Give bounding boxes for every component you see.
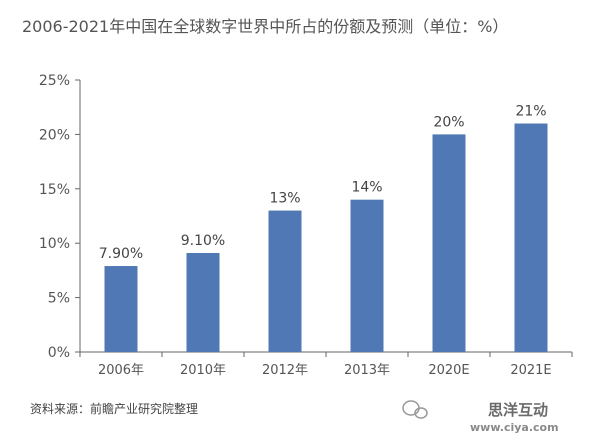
y-tick-label: 25% [39, 73, 70, 89]
bar [268, 210, 302, 352]
data-label: 9.10% [181, 233, 225, 249]
y-tick-label: 10% [39, 236, 70, 252]
bar [186, 252, 220, 352]
watermark-url: www.ciya.com [470, 421, 559, 434]
data-label: 7.90% [99, 246, 143, 262]
bar [432, 134, 466, 352]
bars-group [104, 123, 548, 353]
source-note: 资料来源：前瞻产业研究院整理 [30, 401, 198, 416]
y-tick-label: 0% [48, 345, 70, 361]
bar [104, 266, 138, 352]
category-label: 2012年 [262, 363, 308, 378]
data-label: 20% [433, 114, 464, 130]
y-tick-label: 5% [48, 291, 70, 307]
data-label: 21% [515, 104, 546, 120]
category-labels-group: 2006年 2010年 2012年 2013年 2020E 2021E [79, 352, 573, 378]
chart-title: 2006-2021年中国在全球数字世界中所占的份额及预测（单位：%） [22, 17, 508, 36]
watermark: 思洋互动 www.ciya.com [402, 400, 559, 434]
category-label: 2013年 [344, 363, 390, 378]
y-axis-ticks: 0% 5% 10% 15% 20% 25% [39, 73, 80, 361]
category-label: 2010年 [180, 363, 226, 378]
data-label: 13% [269, 191, 300, 207]
data-label: 14% [351, 180, 382, 196]
category-label: 2021E [510, 363, 551, 378]
bar [350, 199, 384, 352]
category-label: 2006年 [98, 363, 144, 378]
data-labels-group: 7.90% 9.10% 13% 14% 20% 21% [99, 104, 547, 263]
watermark-text: 思洋互动 [488, 401, 548, 419]
bar [514, 123, 548, 353]
y-tick-label: 20% [39, 127, 70, 143]
category-label: 2020E [428, 363, 469, 378]
y-tick-label: 15% [39, 182, 70, 198]
wechat-logo-icon [402, 400, 428, 419]
